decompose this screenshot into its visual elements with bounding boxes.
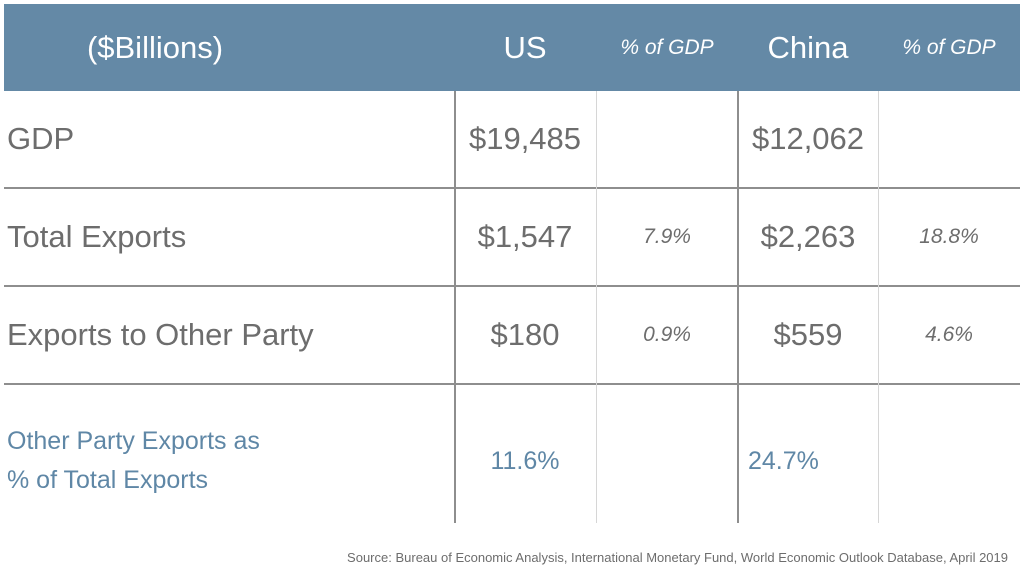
- comparison-table: ($Billions) US % of GDP China % of GDP G…: [4, 4, 1020, 523]
- china-pct-value: 18.8%: [919, 225, 979, 248]
- china-value: $2,263: [760, 219, 856, 254]
- header-us-pct-gdp: % of GDP: [620, 35, 714, 59]
- us-pct-value: 7.9%: [643, 225, 691, 248]
- table-row-gdp: GDP $19,485 $12,062: [4, 91, 1020, 189]
- header-china: China: [767, 29, 849, 65]
- china-value: $559: [773, 317, 843, 352]
- us-value: $19,485: [468, 121, 582, 156]
- row-label: Other Party Exports as % of Total Export…: [4, 385, 447, 523]
- us-value: 11.6%: [490, 446, 560, 475]
- table-row-other-party-share: Other Party Exports as % of Total Export…: [4, 385, 1020, 523]
- us-pct-value: 0.9%: [643, 323, 691, 346]
- table-row-exports-to-other-party: Exports to Other Party $180 0.9% $559 4.…: [4, 287, 1020, 385]
- row-label-line2: % of Total Exports: [7, 466, 209, 494]
- header-us: US: [503, 29, 547, 65]
- column-divider: [596, 91, 597, 523]
- china-value: $12,062: [751, 121, 865, 156]
- us-value: $1,547: [477, 219, 573, 254]
- header-china-pct-gdp: % of GDP: [902, 35, 996, 59]
- us-value: $180: [490, 317, 560, 352]
- table-header: ($Billions) US % of GDP China % of GDP: [4, 4, 1020, 91]
- row-label: Exports to Other Party: [7, 317, 314, 352]
- china-pct-value: [878, 91, 1020, 187]
- us-pct-value: [596, 91, 738, 187]
- header-units: ($Billions): [86, 29, 224, 65]
- row-label: Total Exports: [7, 219, 187, 254]
- china-value: 24.7%: [748, 446, 819, 475]
- source-note: Source: Bureau of Economic Analysis, Int…: [347, 550, 1008, 565]
- column-divider: [878, 91, 879, 523]
- china-pct-value: 4.6%: [925, 323, 973, 346]
- column-divider: [737, 91, 739, 523]
- table-row-total-exports: Total Exports $1,547 7.9% $2,263 18.8%: [4, 189, 1020, 287]
- row-label: GDP: [7, 121, 75, 156]
- column-divider: [454, 91, 456, 523]
- row-label-line1: Other Party Exports as: [7, 427, 260, 455]
